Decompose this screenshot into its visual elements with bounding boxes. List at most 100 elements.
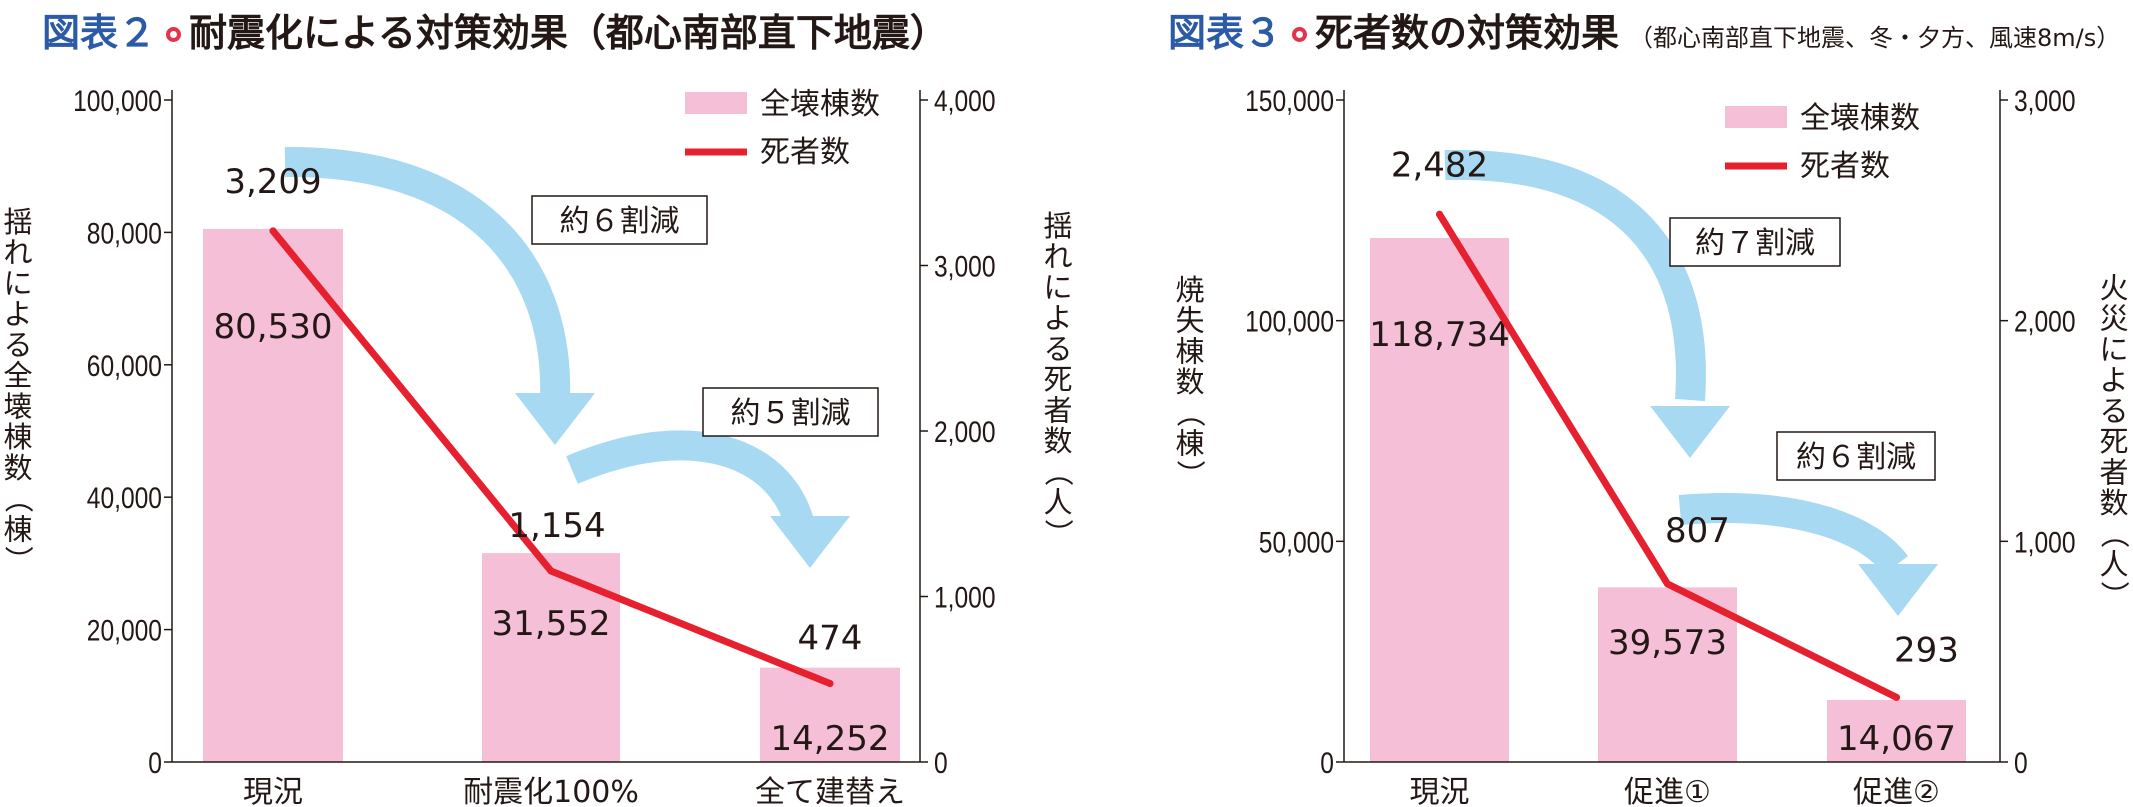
x-tick-label: 現況 [1410,775,1470,807]
line-point [269,227,277,235]
y-axis-title-left-char: に [3,266,32,300]
x-tick-label: 全て建替え [755,775,905,807]
line-point [826,680,834,688]
line-point [1664,580,1671,588]
ring-icon [1292,27,1308,42]
y-axis-title-right-char: 災 [2099,302,2128,336]
chart-title-row: 図表２ 耐震化による対策効果（都心南部直下地震） [42,2,958,58]
ring-icon [166,27,182,42]
legend-bar-label: 全壊棟数 [760,87,880,122]
bar [1598,587,1737,762]
chart-title: 死者数の対策効果 [1315,11,1620,55]
y-axis-title-left-char: 棟 [1175,427,1204,461]
y-axis-title-left-char: よ [3,297,32,331]
annotation-box [531,195,708,245]
legend-bar-label: 全壊棟数 [1800,101,1920,136]
y-tick-label-left: 150,000 [1245,84,1334,118]
bar-value-label: 80,530 [214,307,333,347]
bar [482,553,620,762]
legend-line-label: 死者数 [760,135,850,170]
chart-title-row: 図表３ 死者数の対策効果 （都心南部直下地震、冬・夕方、風速8m/s） [1168,2,2120,58]
legend-bar-swatch [1725,106,1787,128]
y-tick-label-left: 0 [1320,746,1334,780]
line-value-label: 293 [1894,630,1959,670]
y-axis-title-left-char: 棟 [1175,334,1204,368]
x-tick-label: 耐震化100% [463,775,639,807]
chart-subtitle: （都心南部直下地震、冬・夕方、風速8m/s） [1629,24,2121,52]
y-axis-title-left-char: 数 [3,451,32,485]
y-axis-title-right-char: 数 [1043,424,1072,458]
y-axis-title-right-char: ） [2097,581,2131,610]
reduction-arrowhead [1650,406,1730,458]
bar [1370,237,1509,762]
y-axis-title-right-char: （ [2097,519,2131,548]
chart-panel-2: 図表３ 死者数の対策効果 （都心南部直下地震、冬・夕方、風速8m/s） 0 50,… [1160,0,2133,807]
bar-value-label: 14,067 [1837,719,1956,759]
chart-panel-1: 図表２ 耐震化による対策効果（都心南部直下地震） 0 20,000 40,000 60… [0,0,1075,807]
bar-value-label: 118,734 [1369,315,1510,355]
y-axis-title-left-char: 壊 [3,389,32,423]
annotation-box [1776,431,1936,481]
y-axis-title-left-char: （ [1173,398,1207,427]
y-tick-label-right: 3,000 [2014,84,2076,118]
bar-value-label: 31,552 [492,604,611,644]
y-axis-title-left-char: 焼 [1175,273,1204,307]
y-axis-title-right-char: に [2099,332,2128,366]
line-value-label: 1,154 [508,506,605,546]
reduction-arrow [1678,493,1909,575]
figure-label: 図表２ [42,11,157,55]
annotation-label: 約７割減 [1695,226,1815,261]
y-axis-title-right-char: 者 [2099,455,2128,489]
annotation-box [702,387,879,437]
legend-bar-swatch [685,92,747,114]
y-axis-title-right-char: れ [1043,240,1072,274]
bar-value-label: 39,573 [1608,623,1727,663]
reduction-arrow [1444,149,1706,402]
y-axis-title-left-char: 棟 [3,420,32,454]
y-tick-label-left: 40,000 [87,481,162,515]
annotation-box [1669,217,1841,267]
figure-label: 図表３ [1168,11,1283,55]
y-tick-label-left: 50,000 [1259,525,1334,559]
x-tick-label: 促進② [1853,775,1940,807]
line-point [1893,693,1900,701]
annotation-label: 約６割減 [1796,440,1916,475]
line-value-label: 807 [1665,511,1730,551]
y-axis-title-right-char: 死 [1043,363,1072,397]
y-axis-title-left-char: 数 [1175,365,1204,399]
y-axis-title-left-char: 揺 [3,205,32,239]
reduction-arrowhead [770,516,850,568]
line-point [1436,210,1443,218]
y-axis-title-left-char: れ [3,236,32,270]
y-tick-label-right: 1,000 [934,580,996,614]
y-axis-title-left-char: （ [1,484,35,513]
legend-line-label: 死者数 [1800,149,1890,184]
x-tick-label: 促進① [1624,775,1711,807]
y-axis-title-right-char: 者 [1043,393,1072,427]
y-axis-title-right-char: 死 [2099,425,2128,459]
y-axis-title-right-char: 人 [1043,486,1072,520]
y-tick-label-right: 0 [934,746,948,780]
bar-value-label: 14,252 [771,719,890,759]
y-tick-label-right: 4,000 [934,84,996,118]
y-axis-title-right-char: る [1043,332,1072,366]
y-axis-title-right-char: 人 [2099,548,2128,582]
y-tick-label-left: 80,000 [87,216,162,250]
chart-canvas: 0 20,000 40,000 60,000 80,000 100,000 0 1,000 2,… [1,84,1075,807]
chart-title: 耐震化による対策効果（都心南部直下地震） [189,11,948,55]
y-axis-title-right-char: （ [1041,457,1075,486]
x-tick-label: 現況 [243,775,303,807]
y-axis-title-right-char: に [1043,270,1072,304]
line-value-label: 474 [798,619,863,659]
y-axis-title-right-char: ） [1041,519,1075,548]
annotation-label: 約６割減 [560,204,680,239]
chart-canvas: 0 50,000 100,000 150,000 0 1,000 2,000 3,000 現況 促… [1173,84,2131,807]
reduction-arrow [284,146,571,401]
y-axis-title-right-char: よ [2099,363,2128,397]
y-axis-title-right-char: る [2099,394,2128,428]
y-tick-label-left: 0 [148,746,162,780]
y-axis-title-right-char: 数 [2099,486,2128,520]
bar [203,228,343,762]
